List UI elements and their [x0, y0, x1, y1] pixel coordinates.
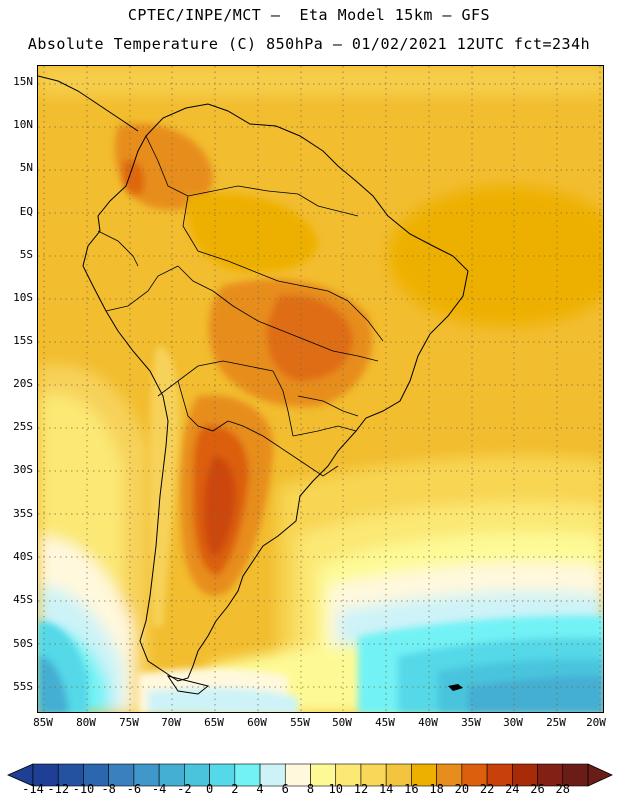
- colorbar-label: 20: [454, 782, 470, 796]
- lon-label: 25W: [546, 716, 566, 729]
- lon-label: 50W: [332, 716, 352, 729]
- colorbar-label: 24: [505, 782, 520, 796]
- lat-label: 10S: [13, 291, 33, 304]
- colorbar-label: -8: [101, 782, 116, 796]
- lon-label: 40W: [418, 716, 438, 729]
- colorbar-label: -6: [126, 782, 142, 796]
- lat-label: 5S: [19, 248, 33, 261]
- lat-label: 5N: [19, 161, 33, 174]
- colorbar-label: 28: [555, 782, 570, 796]
- lon-label: 45W: [375, 716, 395, 729]
- title-line-2: Absolute Temperature (C) 850hPa – 01/02/…: [27, 35, 591, 53]
- colorbar-label: 6: [281, 782, 289, 796]
- lon-label: 55W: [290, 716, 310, 729]
- colorbar-label: 18: [429, 782, 444, 796]
- lat-label: 35S: [13, 507, 33, 520]
- lon-label: 70W: [161, 716, 181, 729]
- south-georgia: [448, 684, 463, 691]
- lon-label: 65W: [204, 716, 224, 729]
- lon-label: 35W: [461, 716, 481, 729]
- map-graphic: [38, 66, 603, 712]
- lat-label: 20S: [13, 377, 33, 390]
- colorbar: [7, 763, 613, 787]
- colorbar-label: -12: [47, 782, 70, 796]
- lat-label: EQ: [19, 205, 33, 218]
- colorbar-label: 0: [205, 782, 214, 796]
- colorbar-label: 10: [328, 782, 343, 796]
- lon-label: 75W: [119, 716, 139, 729]
- lon-label: 60W: [247, 716, 267, 729]
- colorbar-label: 16: [404, 782, 419, 796]
- colorbar-label: 12: [353, 782, 369, 796]
- lat-label: 50S: [13, 637, 33, 650]
- central-america-coastline: [38, 75, 139, 132]
- colorbar-label: -10: [72, 782, 95, 796]
- lat-label: 15N: [13, 75, 33, 88]
- lat-label: 25S: [13, 420, 33, 433]
- colorbar-label: 4: [256, 782, 264, 796]
- colorbar-label: 8: [306, 782, 315, 796]
- temperature-map: [37, 65, 604, 713]
- colorbar-label: -2: [177, 782, 192, 796]
- lat-label: 15S: [13, 334, 33, 347]
- lat-label: 30S: [13, 463, 33, 476]
- colorbar-label: -14: [22, 782, 44, 796]
- colorbar-arrow-high: [587, 763, 613, 787]
- country-borders: [97, 135, 384, 477]
- lat-label: 45S: [13, 593, 33, 606]
- lon-label: 20W: [586, 716, 606, 729]
- lat-label: 10N: [13, 118, 33, 131]
- lat-label: 40S: [13, 550, 33, 563]
- lat-label: 55S: [13, 680, 33, 693]
- colorbar-label: -4: [151, 782, 167, 796]
- title-line-1: CPTEC/INPE/MCT – Eta Model 15km – GFS: [127, 6, 491, 24]
- south-america-coastline: [82, 103, 469, 682]
- tierra-del-fuego: [166, 675, 210, 695]
- colorbar-label: 14: [378, 782, 394, 796]
- lon-label: 30W: [503, 716, 523, 729]
- colorbar-label: 22: [479, 782, 495, 796]
- lon-label: 80W: [76, 716, 96, 729]
- lon-label: 85W: [33, 716, 53, 729]
- colorbar-label: 2: [231, 782, 239, 796]
- colorbar-label: 26: [530, 782, 545, 796]
